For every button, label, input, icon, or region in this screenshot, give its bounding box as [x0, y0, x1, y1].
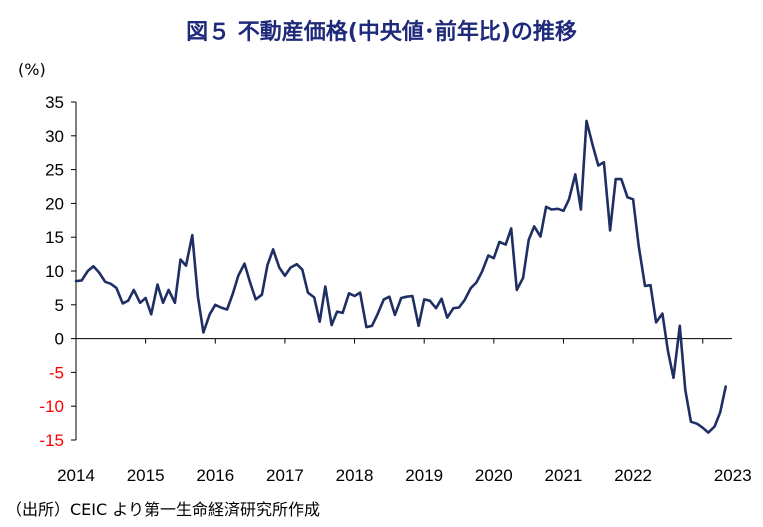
- x-tick-label: 2022: [614, 466, 652, 485]
- y-tick-label: -5: [49, 363, 64, 382]
- source-note: （出所）CEIC より第一生命経済研究所作成: [6, 500, 320, 519]
- x-tick-label: 2020: [475, 466, 513, 485]
- y-axis-unit-label: (%): [18, 60, 46, 79]
- y-tick-label: 20: [45, 194, 64, 213]
- x-tick-label: 2014: [57, 466, 95, 485]
- y-tick-label: 10: [45, 262, 64, 281]
- y-tick-label: 25: [45, 161, 64, 180]
- y-tick-label: 0: [55, 330, 64, 349]
- x-tick-label: 2021: [545, 466, 583, 485]
- x-tick-label: 2023: [714, 466, 752, 485]
- chart-title: 図５ 不動産価格(中央値･前年比)の推移: [186, 20, 577, 45]
- x-tick-label: 2015: [127, 466, 165, 485]
- x-tick-labels: 2014 2015 2016 2017 2018 2019 2020 2021 2022 2023: [57, 466, 752, 485]
- x-tick-label: 2018: [336, 466, 374, 485]
- chart-axes: [71, 101, 732, 441]
- y-tick-label: 5: [55, 296, 64, 315]
- x-tick-label: 2017: [266, 466, 304, 485]
- y-tick-label: -15: [39, 431, 64, 450]
- y-tick-label: 15: [45, 228, 64, 247]
- y-tick-labels: 35 30 25 20 15 10 5 0 -5 -10 -15: [39, 93, 64, 450]
- y-tick-label: 30: [45, 127, 64, 146]
- chart-series: [74, 119, 728, 434]
- series-line: [74, 119, 728, 434]
- y-tick-label: 35: [45, 93, 64, 112]
- x-tick-label: 2016: [196, 466, 234, 485]
- x-tick-label: 2019: [405, 466, 443, 485]
- y-tick-label: -10: [39, 397, 64, 416]
